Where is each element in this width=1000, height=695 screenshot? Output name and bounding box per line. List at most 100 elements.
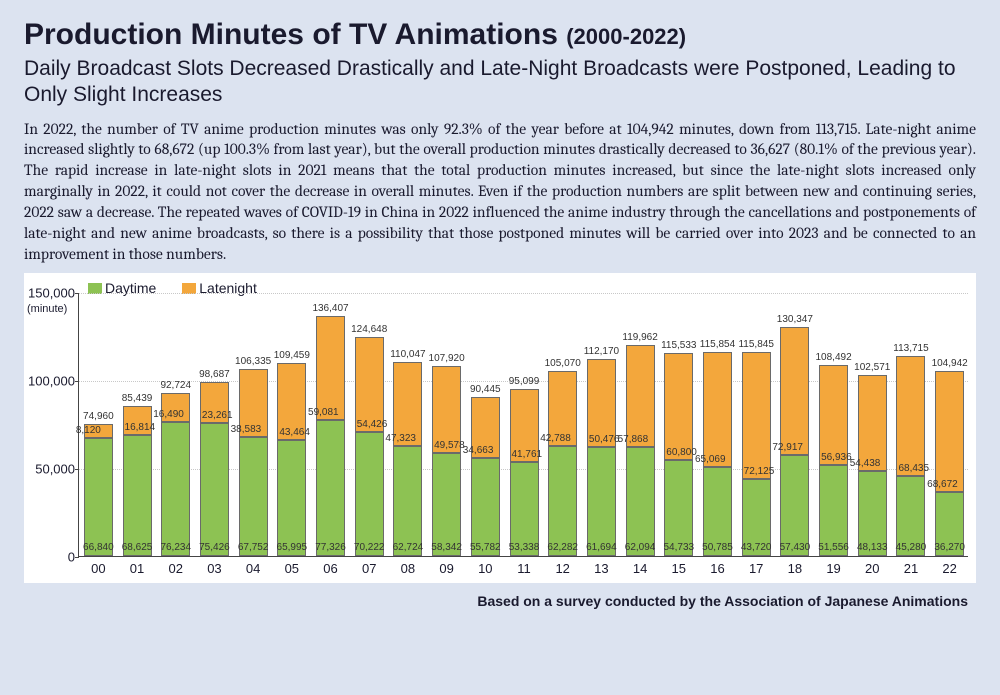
bar-night-label: 68,672 <box>927 479 958 490</box>
bar-total-label: 90,445 <box>470 384 501 395</box>
x-tick-label: 13 <box>594 561 608 576</box>
x-tick-label: 16 <box>710 561 724 576</box>
bar-night-label: 43,464 <box>279 427 310 438</box>
bar-total-label: 74,960 <box>83 411 114 422</box>
bar-day-label: 66,840 <box>83 542 114 553</box>
bar-night-label: 57,868 <box>618 434 649 445</box>
bar-segment-latenight <box>935 371 964 492</box>
bar-segment-daytime <box>548 446 577 556</box>
bar-night-label: 54,438 <box>850 458 881 469</box>
bar-column: 108,49256,93651,55619 <box>819 292 848 556</box>
bar-segment-latenight <box>316 316 345 420</box>
x-tick-label: 19 <box>826 561 840 576</box>
bar-day-label: 45,280 <box>896 542 927 553</box>
bar-total-label: 85,439 <box>122 393 153 404</box>
bar-column: 119,96257,86862,09414 <box>626 292 655 556</box>
bar-column: 98,68723,26175,42603 <box>200 292 229 556</box>
bar-day-label: 61,694 <box>586 542 617 553</box>
bar-segment-daytime <box>316 420 345 556</box>
bar-total-label: 108,492 <box>815 352 851 363</box>
bar-column: 136,40759,08177,32606 <box>316 292 345 556</box>
bar-total-label: 102,571 <box>854 362 890 373</box>
bar-column: 107,92049,57858,34209 <box>432 292 461 556</box>
bar-night-label: 68,435 <box>898 463 929 474</box>
bar-total-label: 112,170 <box>584 346 619 357</box>
title-main: Production Minutes of TV Animations <box>24 18 558 51</box>
bar-column: 109,45943,46465,99505 <box>277 292 306 556</box>
y-tick-label: 150,000 <box>27 285 75 300</box>
bar-total-label: 113,715 <box>893 343 928 354</box>
y-axis-unit: (minute) <box>27 303 67 315</box>
bar-day-label: 53,338 <box>509 542 540 553</box>
bar-day-label: 48,133 <box>857 542 888 553</box>
bar-day-label: 62,094 <box>625 542 656 553</box>
x-tick-label: 05 <box>285 561 299 576</box>
bar-segment-latenight <box>819 365 848 465</box>
bar-night-label: 59,081 <box>308 407 339 418</box>
bar-segment-latenight <box>896 356 925 476</box>
bar-segment-daytime <box>123 435 152 556</box>
bar-night-label: 65,069 <box>695 454 726 465</box>
x-tick-label: 17 <box>749 561 763 576</box>
body-paragraph: In 2022, the number of TV anime producti… <box>24 119 976 265</box>
bar-night-label: 8,120 <box>76 425 101 436</box>
y-tick-label: 50,000 <box>27 461 75 476</box>
x-tick-label: 00 <box>91 561 105 576</box>
bar-day-label: 55,782 <box>470 542 501 553</box>
bar-day-label: 58,342 <box>431 542 462 553</box>
bar-day-label: 65,995 <box>277 542 308 553</box>
bar-column: 102,57154,43848,13320 <box>858 292 887 556</box>
y-tick-label: 0 <box>27 549 75 564</box>
bar-column: 115,53360,80054,73315 <box>664 292 693 556</box>
bar-day-label: 62,282 <box>547 542 578 553</box>
bar-night-label: 16,490 <box>153 409 184 420</box>
bar-segment-daytime <box>84 438 113 556</box>
bar-day-label: 77,326 <box>315 542 346 553</box>
bar-column: 104,94268,67236,27022 <box>935 292 964 556</box>
bar-total-label: 92,724 <box>160 380 191 391</box>
bar-segment-latenight <box>664 353 693 460</box>
x-tick-label: 07 <box>362 561 376 576</box>
bar-night-label: 72,125 <box>744 466 775 477</box>
bar-segment-latenight <box>703 352 732 467</box>
bar-column: 95,09941,76153,33811 <box>510 292 539 556</box>
page-subtitle: Daily Broadcast Slots Decreased Drastica… <box>24 56 976 109</box>
bar-total-label: 115,854 <box>700 339 735 350</box>
bar-total-label: 104,942 <box>932 358 968 369</box>
bar-segment-daytime <box>161 422 190 556</box>
bar-day-label: 68,625 <box>122 542 153 553</box>
bar-day-label: 50,785 <box>702 542 733 553</box>
title-years: (2000-2022) <box>566 24 686 49</box>
bar-night-label: 34,663 <box>463 445 494 456</box>
x-tick-label: 10 <box>478 561 492 576</box>
bar-segment-daytime <box>239 437 268 556</box>
x-tick-label: 01 <box>130 561 144 576</box>
bar-column: 124,64854,42670,22207 <box>355 292 384 556</box>
bar-total-label: 95,099 <box>509 376 540 387</box>
bar-segment-daytime <box>277 440 306 556</box>
bar-segment-daytime <box>432 453 461 556</box>
x-tick-label: 15 <box>672 561 686 576</box>
bar-night-label: 23,261 <box>202 410 233 421</box>
x-tick-label: 04 <box>246 561 260 576</box>
bar-total-label: 98,687 <box>199 369 230 380</box>
bar-night-label: 56,936 <box>821 452 852 463</box>
x-tick-label: 22 <box>942 561 956 576</box>
bar-column: 113,71568,43545,28021 <box>896 292 925 556</box>
bar-total-label: 105,070 <box>545 358 581 369</box>
bar-day-label: 75,426 <box>199 542 230 553</box>
bar-night-label: 60,800 <box>666 447 697 458</box>
bar-segment-latenight <box>858 375 887 471</box>
bar-column: 106,33538,58367,75204 <box>239 292 268 556</box>
bar-night-label: 42,788 <box>540 433 571 444</box>
x-tick-label: 02 <box>169 561 183 576</box>
bar-column: 92,72416,49076,23402 <box>161 292 190 556</box>
y-tick-label: 100,000 <box>27 373 75 388</box>
bar-total-label: 136,407 <box>312 303 348 314</box>
x-tick-label: 08 <box>401 561 415 576</box>
bar-total-label: 110,047 <box>390 349 425 360</box>
x-tick-label: 20 <box>865 561 879 576</box>
bar-night-label: 50,476 <box>589 434 620 445</box>
chart-container: Daytime Latenight (minute) 050,000100,00… <box>24 273 976 583</box>
bar-total-label: 107,920 <box>429 353 465 364</box>
